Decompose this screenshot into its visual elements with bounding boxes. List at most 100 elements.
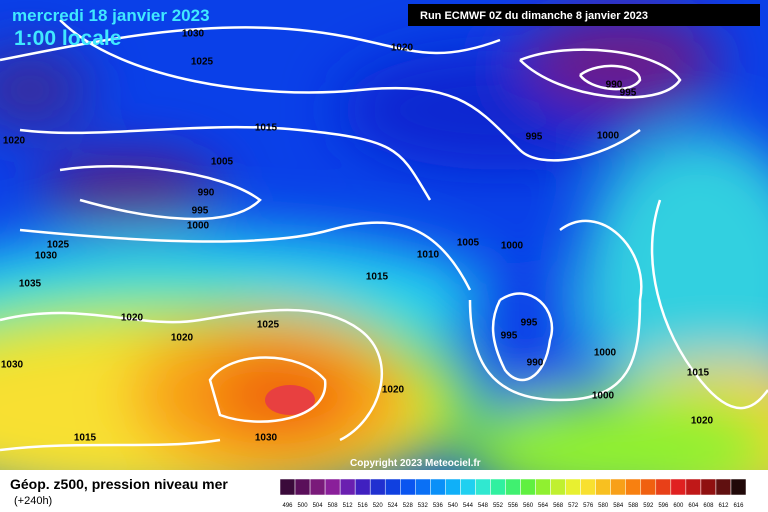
colorbar-label: 544: [463, 503, 474, 509]
color-swatch: [715, 478, 732, 496]
colorbar-label: 540: [448, 503, 459, 509]
isobar-labels: 1030102510201015100599099510001020102510…: [1, 29, 714, 444]
lead-time: (+240h): [14, 495, 52, 507]
isobar: [0, 308, 384, 442]
color-swatch: [550, 478, 566, 496]
colorbar-label: 608: [703, 503, 714, 509]
isobar-label: 1000: [594, 348, 617, 359]
isobar-label: 1015: [366, 272, 389, 283]
color-swatch: [595, 478, 611, 496]
colorbar: 496 500 504 508 512 516 520 524 528 532 536 540 544 5…: [279, 478, 747, 509]
isobar: [650, 199, 768, 410]
isobar: [491, 292, 554, 382]
isobar-label: 995: [521, 318, 538, 329]
color-swatch: [625, 478, 642, 496]
colorbar-label: 500: [298, 503, 309, 509]
color-swatch: [460, 478, 476, 496]
colorbar-label: 568: [553, 503, 564, 509]
color-swatch: [354, 478, 371, 496]
isobar: [59, 165, 262, 221]
color-swatch: [685, 478, 702, 496]
color-swatch: [700, 478, 717, 496]
colorbar-label: 512: [343, 503, 354, 509]
isobar: [19, 221, 472, 291]
color-swatch: [655, 478, 672, 496]
color-swatch: [400, 478, 416, 496]
isobar-label: 1030: [35, 251, 58, 262]
colorbar-label: 524: [388, 503, 399, 509]
color-swatch: [339, 478, 356, 496]
isobar-label: 995: [192, 206, 209, 217]
color-swatch: [324, 478, 341, 496]
colorbar-label: 552: [493, 503, 504, 509]
colorbar-label: 548: [478, 503, 489, 509]
isobar: [59, 19, 641, 162]
color-swatch: [415, 478, 431, 496]
isobar-label: 1030: [182, 29, 205, 40]
date: mercredi 18 janvier 2023: [12, 6, 210, 25]
colorbar-label: 584: [613, 503, 624, 509]
color-swatch: [670, 478, 687, 496]
color-swatch: [445, 478, 461, 496]
isobar: [0, 26, 501, 62]
isobar-label: 990: [527, 358, 544, 369]
isobar: [468, 219, 643, 402]
isobar: [208, 356, 327, 423]
isobar: [578, 64, 642, 91]
isobar-label: 995: [620, 88, 637, 99]
colorbar-label: 576: [583, 503, 594, 509]
isobar: [19, 125, 432, 201]
color-swatch: [369, 478, 386, 496]
colorbar-label: 528: [403, 503, 414, 509]
isobar-label: 1005: [457, 238, 480, 249]
isobar-label: 1000: [597, 131, 620, 142]
color-swatch: [309, 478, 326, 496]
color-swatch: [565, 478, 581, 496]
isobar-label: 990: [198, 188, 215, 199]
run-box: [408, 4, 760, 26]
color-swatch: [730, 478, 747, 496]
colorbar-label: 536: [433, 503, 444, 509]
color-swatch: [279, 478, 296, 496]
footer-title: Géop. z500, pression niveau mer: [10, 476, 228, 492]
isobar-label: 995: [501, 331, 518, 342]
color-swatch: [430, 478, 446, 496]
colorbar-label: 572: [568, 503, 579, 509]
colorbar-label: 508: [328, 503, 339, 509]
color-swatch: [505, 478, 521, 496]
colorbar-label: 600: [673, 503, 684, 509]
color-swatch: [475, 478, 491, 496]
isobar-label: 1020: [171, 333, 194, 344]
colorbar-label: 504: [313, 503, 324, 509]
high-center: [265, 385, 315, 415]
isobar-label: 1015: [74, 433, 97, 444]
isobar-label: 1015: [255, 123, 278, 134]
colorbar-label: 604: [688, 503, 699, 509]
isobar-label: 1020: [3, 136, 26, 147]
isobar-label: 1020: [691, 416, 714, 427]
colorbar-label: 496: [283, 503, 294, 509]
colorbar-label: 516: [358, 503, 369, 509]
isobar-label: 1005: [211, 157, 234, 168]
color-swatch: [384, 478, 401, 496]
isobar-label: 1025: [47, 240, 70, 251]
isobar-label: 1025: [191, 57, 214, 68]
isobar-label: 990: [606, 80, 623, 91]
colorbar-label: 564: [538, 503, 549, 509]
color-swatch: [294, 478, 311, 496]
colorbar-label: 520: [373, 503, 384, 509]
colorbar-label: 592: [643, 503, 654, 509]
isobar-label: 1000: [501, 241, 524, 252]
colorbar-label: 612: [718, 503, 729, 509]
local-time: 1:00 locale: [14, 27, 121, 50]
colorbar-label: 556: [508, 503, 519, 509]
color-swatch: [520, 478, 536, 496]
isobar-label: 1025: [257, 320, 280, 331]
colorbar-label: 560: [523, 503, 534, 509]
colorbar-label: 588: [628, 503, 639, 509]
copyright: Copyright 2023 Meteociel.fr: [350, 458, 481, 469]
colorbar-label: 616: [733, 503, 744, 509]
isobar-label: 1020: [391, 43, 414, 54]
isobar-label: 1035: [19, 279, 42, 290]
